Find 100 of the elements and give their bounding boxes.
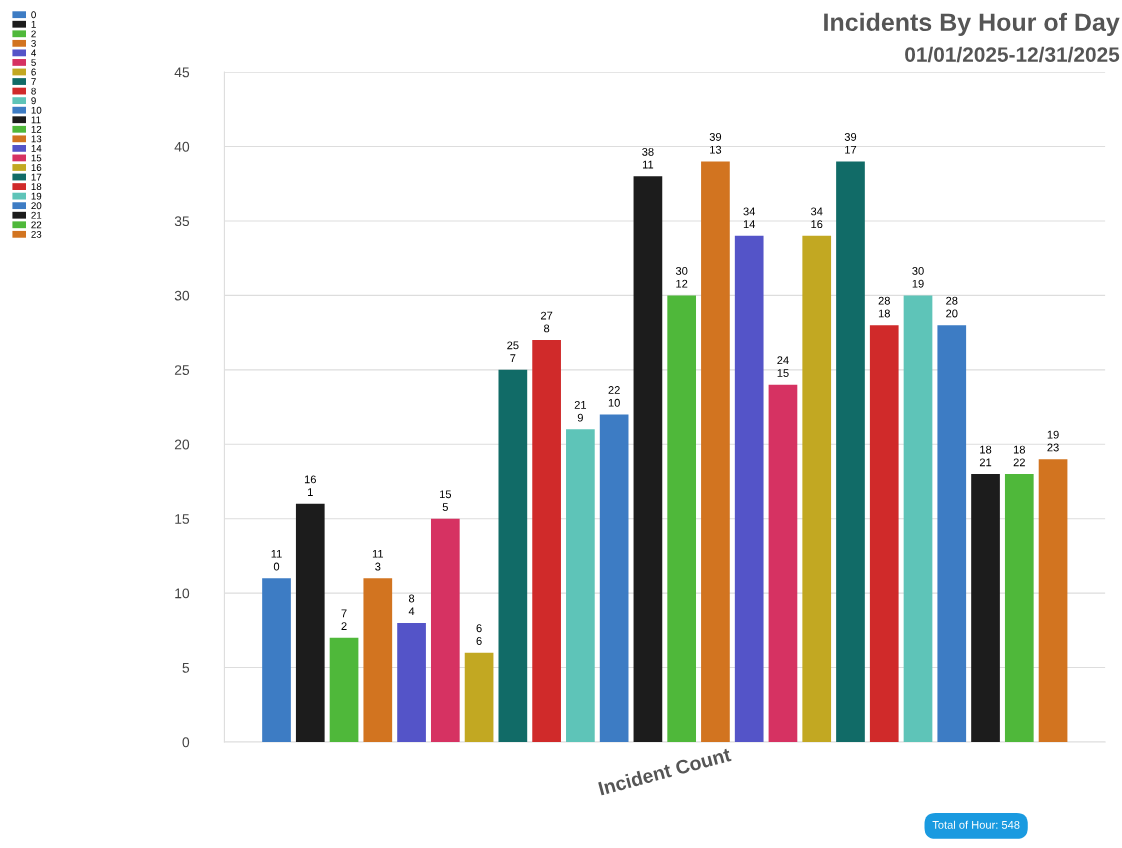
bar (937, 325, 967, 742)
data-label: 34 (810, 207, 823, 216)
y-tick-label: 20 (174, 439, 190, 450)
text: 18 (878, 309, 890, 318)
bar (430, 518, 460, 742)
legend-label: 5 (31, 59, 36, 66)
text: 13 (710, 145, 722, 154)
chart-title: Incidents By Hour of Day (824, 12, 1120, 37)
bar (802, 235, 832, 742)
legend-label: 6 (31, 68, 36, 76)
bar (397, 622, 426, 742)
text: 17 (845, 145, 857, 154)
bar (363, 578, 393, 742)
bar (768, 384, 798, 742)
text: 22 (1013, 458, 1025, 467)
text: 3 (375, 562, 381, 571)
y-tick-label: 10 (175, 588, 190, 599)
legend-label: 10 (31, 106, 42, 114)
legend-label: 11 (31, 116, 41, 124)
text: 23 (1047, 443, 1059, 452)
text: 10 (608, 398, 620, 407)
bar (498, 369, 528, 742)
text: 19 (912, 279, 924, 288)
legend-label: 22 (31, 221, 42, 229)
legend-label: 21 (31, 211, 42, 219)
legend-label: 8 (31, 87, 36, 95)
data-label: 25 (507, 341, 519, 350)
text: 21 (979, 458, 992, 467)
data-label: 11 (271, 549, 282, 558)
y-tick-label: 35 (174, 216, 190, 227)
text: 9 (577, 413, 583, 422)
bar (633, 176, 663, 742)
data-label: 28 (946, 296, 958, 305)
data-label: 18 (980, 445, 992, 454)
y-tick-label: 45 (174, 67, 190, 78)
data-label: 15 (439, 490, 452, 499)
bar (1004, 474, 1034, 742)
text: 14 (743, 220, 756, 228)
text: 4 (408, 607, 415, 616)
data-label: 39 (709, 133, 722, 141)
data-label: 18 (1013, 445, 1025, 454)
legend-label: 13 (31, 135, 42, 143)
bar (599, 414, 629, 742)
y-tick-label: 0 (182, 737, 190, 748)
legend-label: 18 (31, 183, 42, 191)
legend-label: 20 (31, 202, 42, 210)
bar (667, 295, 697, 742)
bar (836, 161, 865, 742)
data-label: 24 (777, 356, 789, 365)
bar (903, 295, 933, 742)
data-label: 39 (844, 133, 857, 141)
data-label: 34 (743, 207, 756, 216)
text: 5 (442, 503, 448, 511)
y-tick-label: 40 (174, 141, 190, 152)
data-label: 27 (541, 311, 553, 320)
y-tick-label: 25 (174, 365, 190, 375)
x-tick-label: Incident Count (597, 746, 732, 796)
chart-subtitle: 01/01/2025-12/31/2025 (905, 46, 1120, 63)
bar (734, 235, 764, 742)
y-tick-label: 15 (175, 514, 190, 524)
legend-label: 17 (31, 173, 42, 181)
legend-label: 2 (31, 30, 36, 38)
data-label: 6 (476, 637, 482, 645)
y-tick-label: 5 (182, 663, 190, 673)
legend-label: 12 (31, 125, 42, 133)
text: 8 (544, 324, 550, 333)
text: 12 (676, 279, 688, 288)
bar (869, 325, 899, 742)
bar (971, 474, 1000, 742)
bar (295, 503, 325, 742)
legend-label: 0 (31, 11, 36, 19)
data-label: 19 (1047, 430, 1059, 439)
legend-label: 1 (31, 20, 36, 28)
data-label: 8 (408, 594, 415, 603)
data-label: 7 (341, 609, 347, 618)
data-label: 21 (574, 400, 587, 409)
data-label: 22 (608, 386, 620, 394)
data-label: 38 (642, 147, 654, 156)
legend-label: 7 (31, 78, 36, 85)
data-label: 28 (878, 296, 890, 305)
text: 2 (341, 622, 347, 630)
legend-label: 23 (31, 230, 42, 238)
text: 7 (510, 354, 516, 362)
legend-label: 4 (31, 49, 37, 57)
data-label: 16 (304, 475, 316, 484)
bar (464, 652, 494, 742)
text: 11 (642, 160, 654, 169)
legend-label: 15 (31, 154, 42, 162)
data-label: 11 (372, 549, 384, 558)
legend-label: 14 (31, 145, 42, 152)
text: 20 (946, 309, 958, 318)
legend-label: 3 (31, 39, 36, 47)
text: 16 (811, 220, 823, 229)
text: 0 (273, 562, 280, 571)
bar (329, 637, 359, 742)
legend-label: 16 (31, 164, 42, 171)
text: 1 (308, 488, 313, 496)
legend-label: 19 (31, 192, 42, 200)
legend-label: 9 (31, 97, 36, 105)
bar (532, 340, 561, 742)
